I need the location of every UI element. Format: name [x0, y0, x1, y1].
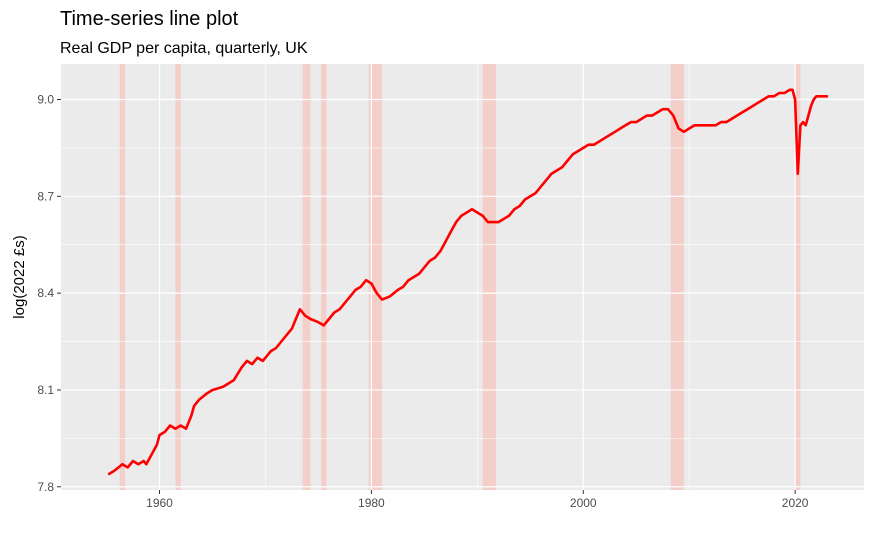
recession-band-5	[482, 64, 496, 490]
recession-band-4	[368, 64, 382, 490]
x-tick-label-2020: 2020	[782, 496, 809, 510]
recession-band-1	[175, 64, 181, 490]
axes: 1960 1980 2000 2020 7.8 8.1 8.4 8.7 9.0	[37, 93, 808, 511]
x-tick-label-1960: 1960	[146, 496, 173, 510]
recession-band-2	[302, 64, 311, 490]
chart-title: Time-series line plot	[60, 8, 239, 30]
y-tick-label-2: 8.4	[37, 286, 54, 300]
y-tick-label-0: 7.8	[37, 480, 54, 494]
plot-panel	[61, 64, 864, 490]
recession-band-7	[795, 64, 801, 490]
y-axis-title: log(2022 £s)	[11, 235, 28, 318]
y-tick-label-4: 9.0	[37, 93, 54, 107]
recession-band-3	[321, 64, 327, 490]
chart-subtitle: Real GDP per capita, quarterly, UK	[60, 40, 308, 57]
gridlines	[61, 64, 864, 490]
x-tick-label-2000: 2000	[570, 496, 597, 510]
series-line-gdp	[107, 88, 829, 476]
y-tick-label-1: 8.1	[37, 383, 54, 397]
x-tick-label-1980: 1980	[358, 496, 385, 510]
series-layer	[107, 88, 829, 476]
recession-band-6	[670, 64, 684, 490]
recession-band-0	[119, 64, 126, 490]
recession-bands	[119, 64, 801, 490]
y-tick-label-3: 8.7	[37, 189, 54, 203]
